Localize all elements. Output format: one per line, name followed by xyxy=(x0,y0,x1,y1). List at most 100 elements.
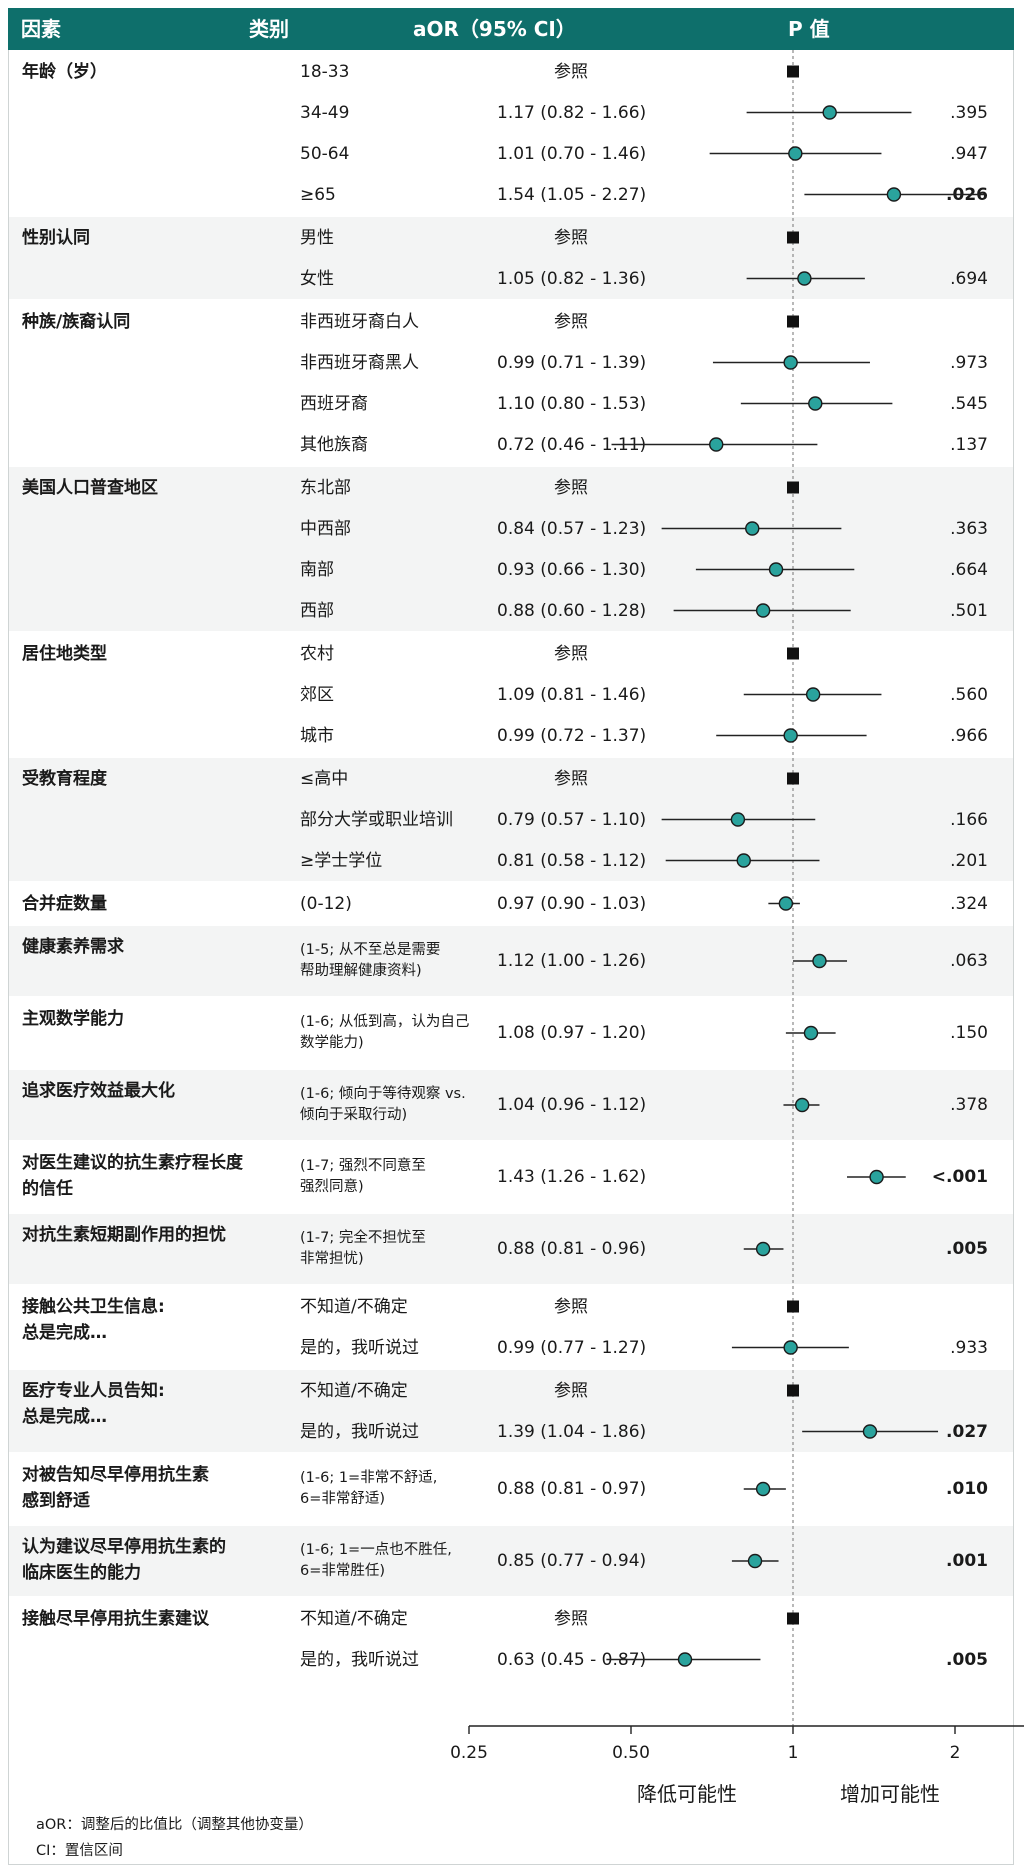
category-label-line: (1-6; 1=非常不舒适, xyxy=(300,1470,438,1486)
category-label-line: 数学能力) xyxy=(300,1035,364,1051)
category-label-line: 南部 xyxy=(300,559,334,580)
odds-ratio-point xyxy=(755,1481,771,1497)
aor-ci-value: 0.97 (0.90 - 1.03) xyxy=(497,893,647,914)
category-label-line: 6=非常胜任) xyxy=(300,1563,386,1579)
factor-label: 性别认同 xyxy=(22,225,90,251)
factor-label: 健康素养需求 xyxy=(22,934,124,960)
aor-ci-value: 1.10 (0.80 - 1.53) xyxy=(497,393,647,414)
category-label-line: ≥65 xyxy=(300,184,336,205)
p-value: .664 xyxy=(950,559,988,580)
category-label-line: 郊区 xyxy=(300,684,334,705)
odds-ratio-point xyxy=(808,396,823,411)
factor-label-line: 居住地类型 xyxy=(22,644,107,664)
reference-label: 参照 xyxy=(554,61,588,82)
reference-label: 参照 xyxy=(554,477,588,498)
aor-ci-value: 1.04 (0.96 - 1.12) xyxy=(497,1095,647,1115)
category-label-line: (1-6; 从低到高，认为自己 xyxy=(300,1014,470,1030)
reference-label: 参照 xyxy=(554,227,588,248)
factor-band xyxy=(9,301,1013,465)
p-value: <.001 xyxy=(931,1167,988,1187)
reference-label: 参照 xyxy=(554,1608,588,1629)
category-label-line: ≤高中 xyxy=(300,768,349,789)
category-label-line: 男性 xyxy=(300,227,334,248)
odds-ratio-point xyxy=(730,812,746,827)
odds-ratio-point xyxy=(803,1025,819,1041)
factor-band xyxy=(9,1214,1013,1284)
odds-ratio-point xyxy=(745,521,760,536)
category-label-line: 6=非常舒适) xyxy=(300,1491,386,1507)
factor-label-line: 受教育程度 xyxy=(22,769,107,789)
factor-label-line: 种族/族裔认同 xyxy=(22,312,131,332)
category-label: (1-5; 从不至总是需要 帮助理解健康资料) xyxy=(300,940,440,982)
p-value: .324 xyxy=(950,893,988,914)
category-label-line: 部分大学或职业培训 xyxy=(300,809,453,830)
factor-label: 年龄（岁） xyxy=(22,59,107,85)
category-label: 是的，我听说过 xyxy=(300,1649,419,1671)
factor-label-line: 追求医疗效益最大化 xyxy=(22,1081,175,1101)
odds-ratio-point xyxy=(805,687,821,702)
factor-label-line: 感到舒适 xyxy=(22,1491,90,1511)
x-tick-label: 1 xyxy=(788,1743,799,1763)
factor-label: 居住地类型 xyxy=(22,641,107,667)
factor-label-line: 健康素养需求 xyxy=(22,937,124,957)
odds-ratio-point xyxy=(755,1241,771,1257)
x-tick-label: 0.50 xyxy=(612,1743,650,1763)
category-label: 不知道/不确定 xyxy=(300,1380,408,1402)
category-label-line: 34-49 xyxy=(300,102,350,123)
category-label-line: 西班牙裔 xyxy=(300,393,368,414)
aor-ci-value: 0.63 (0.45 - 0.87) xyxy=(497,1649,647,1670)
category-label: (0-12) xyxy=(300,893,352,915)
factor-label-line: 总是完成… xyxy=(22,1323,107,1343)
category-label-line: 非常担忧) xyxy=(300,1251,364,1267)
category-label: 是的，我听说过 xyxy=(300,1421,419,1443)
odds-ratio-point xyxy=(778,896,794,911)
factor-label: 认为建议尽早停用抗生素的 临床医生的能力 xyxy=(22,1534,226,1586)
factor-band xyxy=(9,883,1013,924)
odds-ratio-point xyxy=(869,1169,884,1185)
p-value: .166 xyxy=(950,809,988,830)
factor-label-line: 性别认同 xyxy=(22,228,90,248)
category-label-line: 18-33 xyxy=(300,61,350,82)
odds-ratio-point xyxy=(797,271,812,286)
odds-ratio-point xyxy=(768,562,784,577)
category-label: 50-64 xyxy=(300,143,349,165)
odds-ratio-point xyxy=(783,728,798,743)
odds-ratio-point xyxy=(783,1340,798,1355)
factor-label: 对医生建议的抗生素疗程长度 的信任 xyxy=(22,1150,243,1202)
aor-ci-value: 0.81 (0.58 - 1.12) xyxy=(497,850,647,871)
factor-band xyxy=(9,1598,1013,1680)
category-label-line: (1-5; 从不至总是需要 xyxy=(300,942,441,958)
aor-ci-value: 1.12 (1.00 - 1.26) xyxy=(497,951,647,971)
category-label: (1-6; 1=一点也不胜任, 6=非常胜任) xyxy=(300,1540,452,1582)
reference-marker xyxy=(787,772,799,785)
p-value: .501 xyxy=(950,600,988,621)
reference-label: 参照 xyxy=(554,643,588,664)
odds-ratio-point xyxy=(677,1652,693,1667)
aor-ci-value: 1.08 (0.97 - 1.20) xyxy=(497,1023,647,1043)
factor-label: 接触尽早停用抗生素建议 xyxy=(22,1606,209,1632)
category-label-line: 是的，我听说过 xyxy=(300,1649,419,1670)
odds-ratio-point xyxy=(783,355,798,370)
reference-marker xyxy=(787,65,799,78)
aor-ci-value: 1.09 (0.81 - 1.46) xyxy=(497,684,647,705)
category-label: 非西班牙裔白人 xyxy=(300,311,419,333)
category-label: (1-6; 从低到高，认为自己 数学能力) xyxy=(300,1012,469,1054)
category-label: ≥65 xyxy=(300,184,336,206)
factor-label-line: 合并症数量 xyxy=(22,894,107,914)
reference-marker xyxy=(787,1612,799,1625)
category-label-line: 东北部 xyxy=(300,477,351,498)
category-label: (1-7; 强烈不同意至 强烈同意) xyxy=(300,1156,426,1198)
factor-label-line: 对抗生素短期副作用的担忧 xyxy=(22,1225,226,1245)
factor-band xyxy=(9,1142,1013,1212)
factor-label-line: 年龄（岁） xyxy=(22,62,107,82)
p-value: .560 xyxy=(950,684,988,705)
category-label-line: (1-7; 完全不担忧至 xyxy=(300,1230,426,1246)
p-value: .201 xyxy=(950,850,988,871)
category-label-line: 帮助理解健康资料) xyxy=(300,963,422,979)
factor-band xyxy=(9,467,1013,631)
reference-marker xyxy=(787,1300,799,1313)
category-label-line: 农村 xyxy=(300,643,334,664)
p-value: .694 xyxy=(950,268,988,289)
category-label-line: 是的，我听说过 xyxy=(300,1421,419,1442)
